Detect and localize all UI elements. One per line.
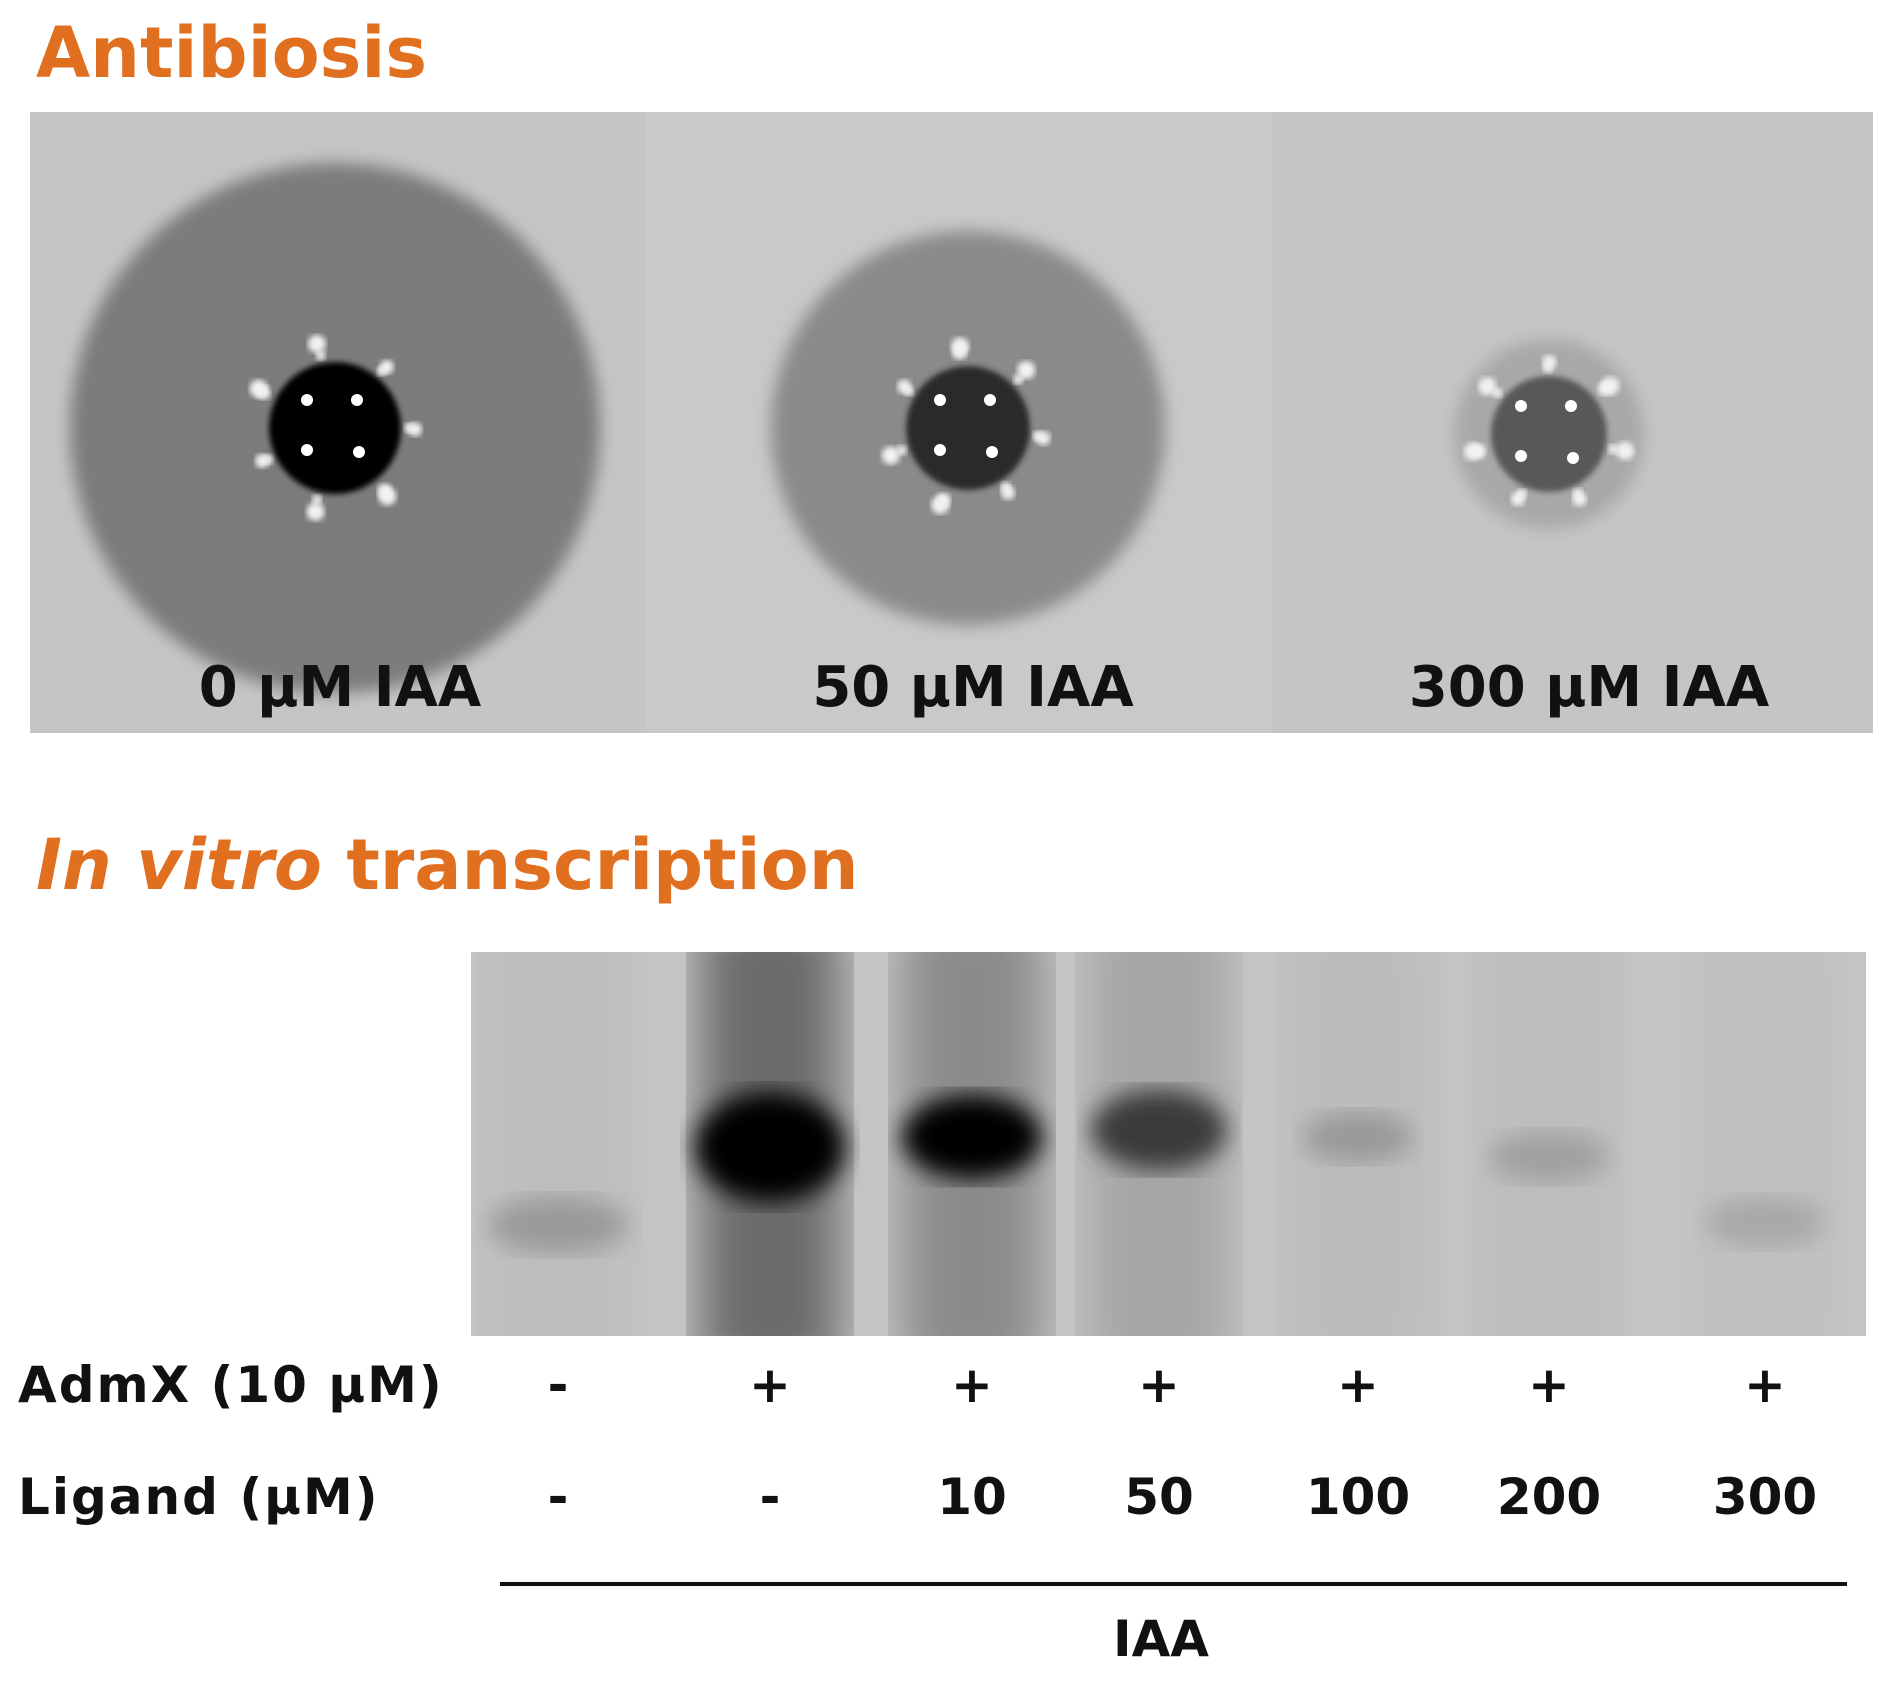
lane-value: 50 <box>1124 1468 1194 1526</box>
band <box>1705 1197 1825 1247</box>
lane-value: 100 <box>1305 1468 1411 1526</box>
lane-value: + <box>749 1356 791 1414</box>
dish <box>1273 112 1873 733</box>
band <box>902 1095 1042 1179</box>
lane-value: + <box>1337 1356 1379 1414</box>
lane-value: 300 <box>1712 1468 1818 1526</box>
lane <box>1695 952 1835 1336</box>
title-italic: In vitro <box>36 824 322 906</box>
antibiosis-image <box>30 112 1873 733</box>
lane-value: - <box>547 1468 569 1526</box>
lane-value: 200 <box>1496 1468 1602 1526</box>
band <box>1489 1132 1609 1182</box>
section-title: Antibiosis <box>36 12 427 94</box>
lane <box>488 952 628 1336</box>
lane-value: + <box>951 1356 993 1414</box>
lane-value: + <box>1744 1356 1786 1414</box>
bracket-label: IAA <box>1113 1610 1209 1668</box>
title-rest: transcription <box>346 824 859 906</box>
band <box>488 1197 628 1253</box>
panel-label: 0 μM IAA <box>198 655 482 720</box>
row-label: AdmX (10 μM) <box>18 1356 444 1414</box>
lane-value: - <box>759 1468 781 1526</box>
row-label: Ligand (μM) <box>18 1468 380 1526</box>
dish <box>30 112 646 733</box>
band <box>1091 1090 1227 1170</box>
gel-image <box>471 952 1866 1336</box>
bracket <box>500 1582 1847 1586</box>
lane-value: - <box>547 1356 569 1414</box>
lane-value: 10 <box>937 1468 1007 1526</box>
section-title: In vitro transcription <box>36 830 859 900</box>
lane-value: + <box>1138 1356 1180 1414</box>
panel-label: 50 μM IAA <box>812 655 1134 720</box>
panel-label: 300 μM IAA <box>1408 655 1770 720</box>
band <box>1303 1112 1413 1162</box>
lane-value: + <box>1528 1356 1570 1414</box>
dish <box>646 112 1273 733</box>
band <box>695 1092 845 1202</box>
